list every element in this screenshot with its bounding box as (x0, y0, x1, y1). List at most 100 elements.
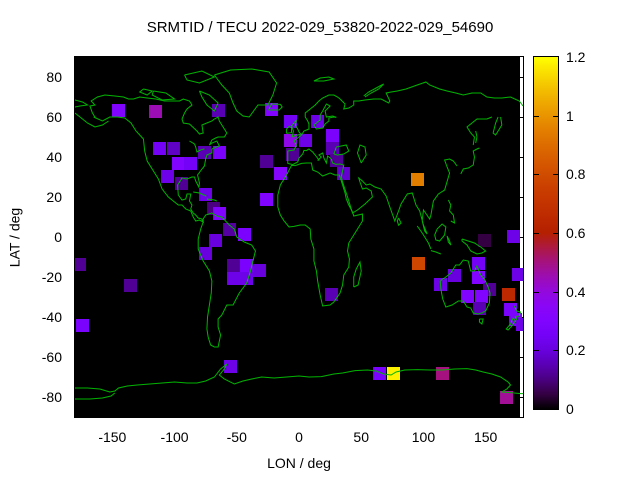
data-point (75, 318, 89, 332)
data-point (227, 258, 241, 272)
y-tick-mark (520, 197, 523, 198)
data-point (75, 257, 87, 271)
x-tick-label: -150 (98, 429, 127, 445)
colorbar-tick-label: 1 (566, 108, 574, 124)
data-point (123, 278, 137, 292)
colorbar-tick-mark (534, 233, 539, 234)
data-point (227, 271, 241, 285)
y-tick-mark (520, 397, 523, 398)
coastline (189, 141, 204, 152)
data-point (411, 172, 425, 186)
coastline (269, 104, 283, 110)
coastline (357, 145, 366, 163)
y-tick-label: 40 (46, 149, 62, 165)
x-tick-label: 50 (353, 429, 369, 445)
data-point (149, 104, 163, 118)
data-point (284, 114, 298, 128)
coastline (287, 126, 292, 133)
coastline (493, 117, 502, 135)
x-tick-label: -50 (226, 429, 247, 445)
data-point (237, 227, 251, 241)
data-point (199, 246, 213, 260)
colorbar-tick-mark (553, 174, 558, 175)
colorbar-tick-mark (553, 350, 558, 351)
y-tick-mark (520, 117, 523, 118)
data-point (160, 169, 174, 183)
coastline (476, 131, 477, 143)
colorbar-tick-label: 0.4 (566, 284, 586, 300)
colorbar-tick-mark (553, 292, 558, 293)
coastline (417, 226, 431, 249)
coastline (479, 319, 483, 324)
data-point (166, 141, 180, 155)
data-point (171, 156, 185, 170)
y-tick-label: -60 (41, 349, 62, 365)
x-tick-label: -100 (160, 429, 189, 445)
chart-title: SRMTID / TECU 2022-029_53820-2022-029_54… (146, 19, 494, 36)
y-tick-label: -80 (41, 389, 62, 405)
coastline (207, 199, 217, 201)
data-point (326, 128, 340, 142)
data-point (461, 289, 475, 303)
data-point (471, 256, 485, 270)
data-point (504, 302, 518, 316)
y-tick-label: 0 (54, 229, 62, 245)
coastline (440, 260, 490, 314)
y-tick-label: 60 (46, 109, 62, 125)
data-point (212, 103, 226, 117)
data-point (112, 103, 126, 117)
data-point (240, 271, 254, 285)
coastline (435, 224, 446, 241)
x-tick-label: 150 (473, 429, 498, 445)
y-tick-mark (520, 237, 523, 238)
data-point (252, 263, 266, 277)
coastline (506, 318, 515, 330)
data-point (153, 141, 167, 155)
x-tick-label: 100 (411, 429, 436, 445)
data-point (222, 222, 236, 236)
data-point (472, 301, 486, 315)
coastline (334, 145, 349, 155)
coastline-svg (75, 57, 523, 417)
data-point (477, 233, 491, 247)
x-axis-label: LON / deg (267, 455, 331, 471)
coastline (448, 200, 454, 223)
data-point (501, 287, 515, 301)
map-canvas (75, 57, 523, 417)
colorbar-tick-label: 0.8 (566, 166, 586, 182)
coastline (397, 218, 401, 225)
colorbar-tick-mark (553, 116, 558, 117)
data-point (274, 166, 288, 180)
coastline (292, 120, 301, 137)
y-tick-mark (520, 357, 523, 358)
coastline (461, 148, 480, 174)
coastline (288, 82, 523, 163)
coastline (185, 71, 215, 83)
x-tick-label: 0 (295, 429, 303, 445)
coastline (75, 100, 87, 107)
colorbar-tick-label: 1.2 (566, 49, 586, 65)
colorbar-tick-label: 0.6 (566, 225, 586, 241)
coastline (75, 364, 523, 394)
data-point (265, 102, 279, 116)
coastline (140, 89, 152, 95)
data-point (324, 287, 338, 301)
data-point (199, 187, 213, 201)
data-point (411, 256, 425, 270)
plot-area (74, 56, 524, 418)
data-point (471, 270, 485, 284)
coastline (354, 262, 361, 287)
y-tick-mark (520, 77, 523, 78)
y-tick-mark (520, 157, 523, 158)
coastline (288, 149, 457, 234)
coastline (447, 236, 451, 245)
data-point (224, 359, 238, 373)
data-point (337, 166, 351, 180)
data-point (197, 145, 211, 159)
data-point (506, 229, 520, 243)
coastline (278, 163, 363, 306)
colorbar-tick-mark (553, 233, 558, 234)
coastline (314, 77, 334, 81)
coastline (199, 91, 218, 111)
